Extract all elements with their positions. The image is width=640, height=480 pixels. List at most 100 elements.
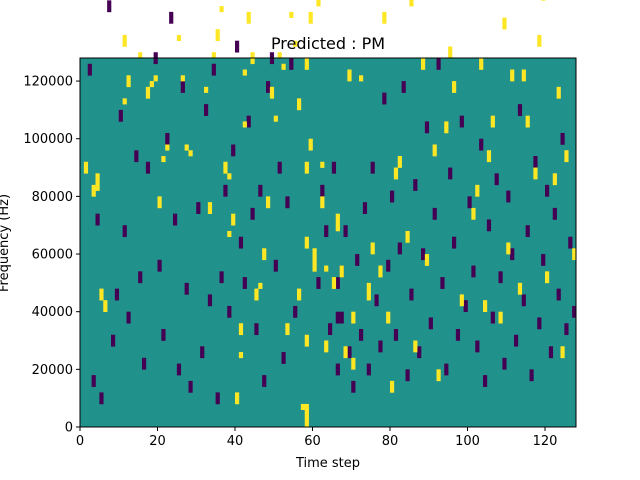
heatmap-cell-low xyxy=(370,167,375,174)
heatmap-cell-high xyxy=(126,81,131,88)
heatmap-cell-low xyxy=(184,288,189,295)
plot-area xyxy=(79,0,577,428)
heatmap-cell-high xyxy=(250,58,255,65)
heatmap-cell-low xyxy=(572,305,577,312)
heatmap-cell-high xyxy=(475,190,480,197)
heatmap-cell-high xyxy=(502,23,507,30)
x-tick-label: 120 xyxy=(533,434,558,449)
heatmap-cell-low xyxy=(262,375,267,382)
heatmap-cell-low xyxy=(289,63,294,70)
heatmap-cell-high xyxy=(572,254,577,261)
heatmap-cell-high xyxy=(475,184,480,191)
heatmap-cell-high xyxy=(304,403,309,411)
heatmap-cell-high xyxy=(525,121,530,128)
heatmap-cell-low xyxy=(347,352,352,359)
heatmap-cell-low xyxy=(238,242,244,249)
heatmap-cell-low xyxy=(285,202,290,209)
heatmap-cell-low xyxy=(157,265,162,272)
heatmap-cell-high xyxy=(390,380,395,387)
heatmap-cell-low xyxy=(374,294,379,301)
heatmap-cell-low xyxy=(560,132,565,140)
heatmap-cell-high xyxy=(409,0,414,1)
heatmap-cell-low xyxy=(138,277,143,284)
heatmap-cell-low xyxy=(281,357,286,364)
heatmap-cell-high xyxy=(366,294,371,301)
heatmap-cell-high xyxy=(304,409,309,416)
heatmap-cell-high xyxy=(91,190,96,197)
heatmap-cell-low xyxy=(339,317,344,324)
heatmap-cell-high xyxy=(138,52,143,59)
heatmap-cell-low xyxy=(537,317,542,324)
heatmap-cell-low xyxy=(207,300,213,307)
heatmap-cell-low xyxy=(107,0,112,7)
heatmap-cell-high xyxy=(304,236,309,243)
heatmap-cell-low xyxy=(118,115,123,122)
heatmap-cell-high xyxy=(235,392,240,399)
heatmap-cell-high xyxy=(386,311,391,318)
heatmap-cell-low xyxy=(235,40,240,47)
heatmap-cell-low xyxy=(320,184,325,191)
heatmap-cell-low xyxy=(448,167,453,174)
heatmap-cell-high xyxy=(390,386,395,393)
heatmap-cell-high xyxy=(149,81,154,88)
heatmap-cell-low xyxy=(343,225,348,232)
heatmap-cell-low xyxy=(517,104,523,111)
heatmap-cell-high xyxy=(254,294,259,301)
heatmap-cell-low xyxy=(254,323,259,330)
x-tick-label: 100 xyxy=(455,434,480,449)
heatmap-cell-low xyxy=(126,311,131,318)
heatmap-cell-high xyxy=(351,357,356,364)
heatmap-cell-low xyxy=(204,109,209,116)
heatmap-cell-high xyxy=(312,259,317,266)
heatmap-cell-low xyxy=(564,323,569,330)
heatmap-cell-high xyxy=(359,75,364,82)
heatmap-cell-low xyxy=(142,357,147,364)
heatmap-cell-low xyxy=(448,173,453,180)
heatmap-cell-low xyxy=(440,282,445,289)
heatmap-cell-low xyxy=(409,294,414,301)
heatmap-cell-low xyxy=(514,334,519,341)
heatmap-cell-low xyxy=(444,363,449,370)
heatmap-cell-low xyxy=(452,236,457,243)
heatmap-cell-low xyxy=(269,58,275,65)
heatmap-cell-low xyxy=(99,392,104,399)
heatmap-cell-high xyxy=(320,196,325,203)
heatmap-cell-low xyxy=(145,161,151,168)
heatmap-cell-high xyxy=(405,236,410,243)
heatmap-cell-low xyxy=(432,207,437,214)
heatmap-cell-high xyxy=(312,248,317,255)
heatmap-cell-low xyxy=(541,259,546,266)
heatmap-cell-low xyxy=(335,369,340,376)
heatmap-cell-low xyxy=(533,161,538,168)
heatmap-cell-high xyxy=(211,52,216,59)
heatmap-cell-low xyxy=(382,92,387,99)
heatmap-cell-high xyxy=(537,40,542,47)
heatmap-cell-low xyxy=(386,265,391,272)
heatmap-cell-high xyxy=(207,202,213,209)
heatmap-cell-high xyxy=(510,69,515,76)
heatmap-cell-low xyxy=(254,328,259,336)
heatmap-cell-low xyxy=(347,346,352,353)
heatmap-cell-low xyxy=(552,213,557,220)
heatmap-cell-low xyxy=(242,277,247,284)
heatmap-cell-low xyxy=(273,259,278,266)
heatmap-cell-high xyxy=(510,75,515,82)
heatmap-cell-high xyxy=(312,265,317,272)
heatmap-cell-low xyxy=(452,242,457,249)
heatmap-cell-low xyxy=(479,138,484,145)
heatmap-cell-low xyxy=(444,369,449,376)
y-tick-label: 60000 xyxy=(32,248,73,263)
heatmap-cell-high xyxy=(250,52,255,59)
heatmap-cell-high xyxy=(227,173,232,180)
heatmap-cell-low xyxy=(417,352,422,359)
heatmap-cell-low xyxy=(200,346,205,353)
heatmap-cell-high xyxy=(204,86,209,93)
heatmap-cell-low xyxy=(173,213,178,220)
heatmap-cell-low xyxy=(111,340,116,347)
heatmap-cell-high xyxy=(223,167,228,174)
heatmap-cell-high xyxy=(525,115,530,122)
heatmap-cell-high xyxy=(366,282,371,289)
heatmap-cell-low xyxy=(390,196,395,203)
heatmap-cell-high xyxy=(397,156,402,163)
heatmap-cell-high xyxy=(436,369,441,376)
